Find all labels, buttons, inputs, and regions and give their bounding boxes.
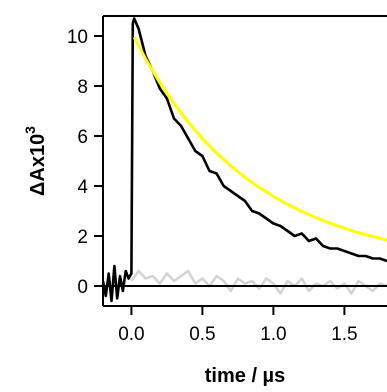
x-tick-label: 0.0 — [118, 324, 144, 345]
series-signal-trace — [103, 17, 387, 303]
y-tick-label: 2 — [77, 227, 88, 248]
x-axis-title: time / µs — [205, 365, 285, 387]
y-tick-label: 10 — [67, 27, 88, 48]
series-layer — [103, 17, 387, 303]
x-tick-label: 1.0 — [260, 324, 286, 345]
series-background-trace — [130, 269, 387, 295]
plot-frame — [102, 15, 387, 307]
y-tick-label: 6 — [77, 127, 88, 148]
y-axis-title: ΔAx103 — [22, 126, 49, 196]
x-axis: 0.0 0.5 1.0 1.5 — [118, 306, 358, 345]
y-tick-label: 0 — [77, 277, 88, 298]
y-tick-label: 4 — [77, 177, 88, 198]
y-tick-label: 8 — [77, 77, 88, 98]
x-tick-label: 1.5 — [331, 324, 357, 345]
y-axis-title-main: ΔAx10 — [27, 134, 49, 196]
series-exponential-fit — [132, 36, 387, 242]
x-tick-label: 0.5 — [189, 324, 215, 345]
y-axis-title-exponent: 3 — [22, 126, 38, 134]
y-axis: 0 2 4 6 8 10 — [67, 27, 103, 298]
